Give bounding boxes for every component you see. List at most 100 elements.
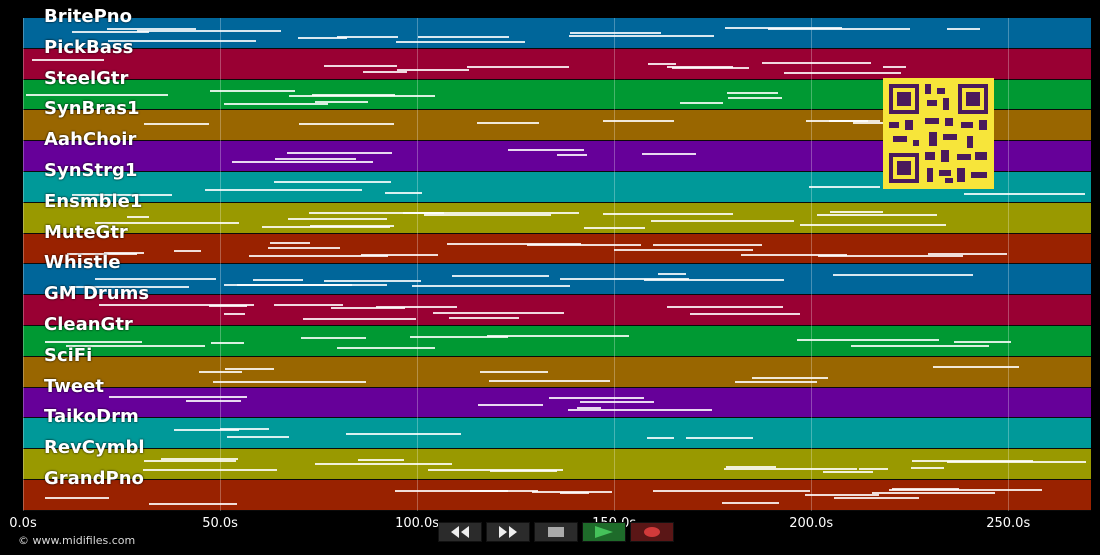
note-segment (658, 273, 687, 276)
note-segment (548, 397, 645, 399)
note-segment (832, 274, 974, 277)
qr-code-graphic (889, 84, 988, 183)
note-segment (741, 254, 848, 257)
note-segment (94, 221, 239, 224)
note-segment (667, 306, 784, 309)
note-segment (648, 63, 676, 66)
note-segment (65, 344, 205, 347)
note-segment (932, 366, 1019, 369)
note-segment (723, 467, 857, 470)
track-name: SciFi (44, 344, 93, 366)
track-lane (23, 387, 1091, 419)
note-segment (67, 253, 138, 256)
note-segment (161, 458, 238, 461)
note-segment (727, 91, 779, 94)
note-segment (751, 377, 828, 380)
note-segment (360, 253, 438, 256)
note-segment (186, 400, 241, 403)
note-segment (227, 436, 290, 439)
note-segment (603, 119, 675, 122)
note-segment (417, 35, 510, 38)
fast-forward-button[interactable] (486, 522, 530, 542)
note-segment (954, 341, 1012, 344)
note-segment (653, 490, 811, 493)
note-segment (569, 32, 662, 35)
note-segment (817, 213, 937, 216)
note-segment (211, 342, 244, 345)
note-segment (269, 242, 311, 245)
note-segment (423, 213, 552, 216)
note-segment (411, 285, 571, 288)
note-segment (642, 152, 696, 155)
note-segment (479, 370, 548, 373)
note-segment (337, 347, 436, 350)
track-name: SynStrg1 (44, 160, 138, 181)
note-segment (685, 437, 754, 440)
note-segment (489, 470, 558, 473)
note-segment (144, 459, 236, 462)
note-segment (213, 380, 367, 383)
note-segment (31, 58, 104, 61)
note-segment (527, 244, 641, 247)
note-segment (927, 253, 1008, 256)
note-segment (336, 35, 399, 38)
note-segment (667, 65, 733, 68)
note-segment (871, 491, 995, 494)
note-segment (44, 341, 143, 344)
track-lane (23, 48, 1091, 80)
play-icon (595, 526, 613, 538)
note-segment (489, 380, 610, 383)
note-segment (127, 215, 149, 218)
stop-button[interactable] (534, 522, 578, 542)
note-segment (71, 193, 173, 196)
qr-code (883, 78, 994, 189)
note-segment (224, 102, 329, 105)
note-segment (822, 470, 873, 473)
record-button[interactable] (630, 522, 674, 542)
note-segment (298, 36, 347, 39)
note-segment (68, 286, 189, 289)
note-segment (314, 100, 369, 103)
track-name: GM Drums (44, 283, 150, 305)
note-segment (438, 211, 579, 214)
note-segment (274, 157, 356, 160)
grid-line (417, 18, 419, 511)
track-name: GrandPno (44, 468, 144, 489)
note-segment (447, 242, 582, 245)
track-lane (23, 356, 1091, 388)
note-segment (357, 459, 404, 462)
note-segment (98, 304, 254, 307)
note-segment (299, 122, 394, 125)
note-segment (397, 68, 470, 71)
note-segment (882, 65, 907, 68)
note-segment (947, 28, 980, 31)
note-segment (449, 317, 519, 320)
grid-line (1008, 18, 1010, 511)
track-name: CleanGtr (44, 314, 133, 335)
note-segment (223, 283, 353, 286)
note-segment (727, 96, 782, 99)
note-segment (833, 496, 920, 499)
track-name: Whistle (44, 252, 121, 274)
track-name: BritePno (44, 6, 132, 27)
track-name: TaikoDrm (44, 406, 139, 428)
note-segment (602, 213, 733, 216)
note-segment (797, 338, 940, 341)
note-segment (829, 211, 883, 214)
note-segment (395, 40, 526, 43)
track-lane (23, 480, 1091, 511)
note-segment (220, 427, 270, 430)
note-segment (647, 437, 675, 440)
track-name: AahChoir (44, 129, 137, 151)
note-segment (376, 306, 458, 309)
fast-forward-icon (499, 526, 517, 538)
play-button[interactable] (582, 522, 626, 542)
rewind-icon (451, 526, 469, 538)
track-lane (23, 233, 1091, 265)
note-segment (143, 468, 278, 471)
note-segment (261, 225, 390, 228)
track-name: Ensmble1 (44, 190, 143, 212)
time-tick-label: 50.0s (202, 516, 238, 531)
note-segment (249, 255, 389, 258)
rewind-button[interactable] (438, 522, 482, 542)
